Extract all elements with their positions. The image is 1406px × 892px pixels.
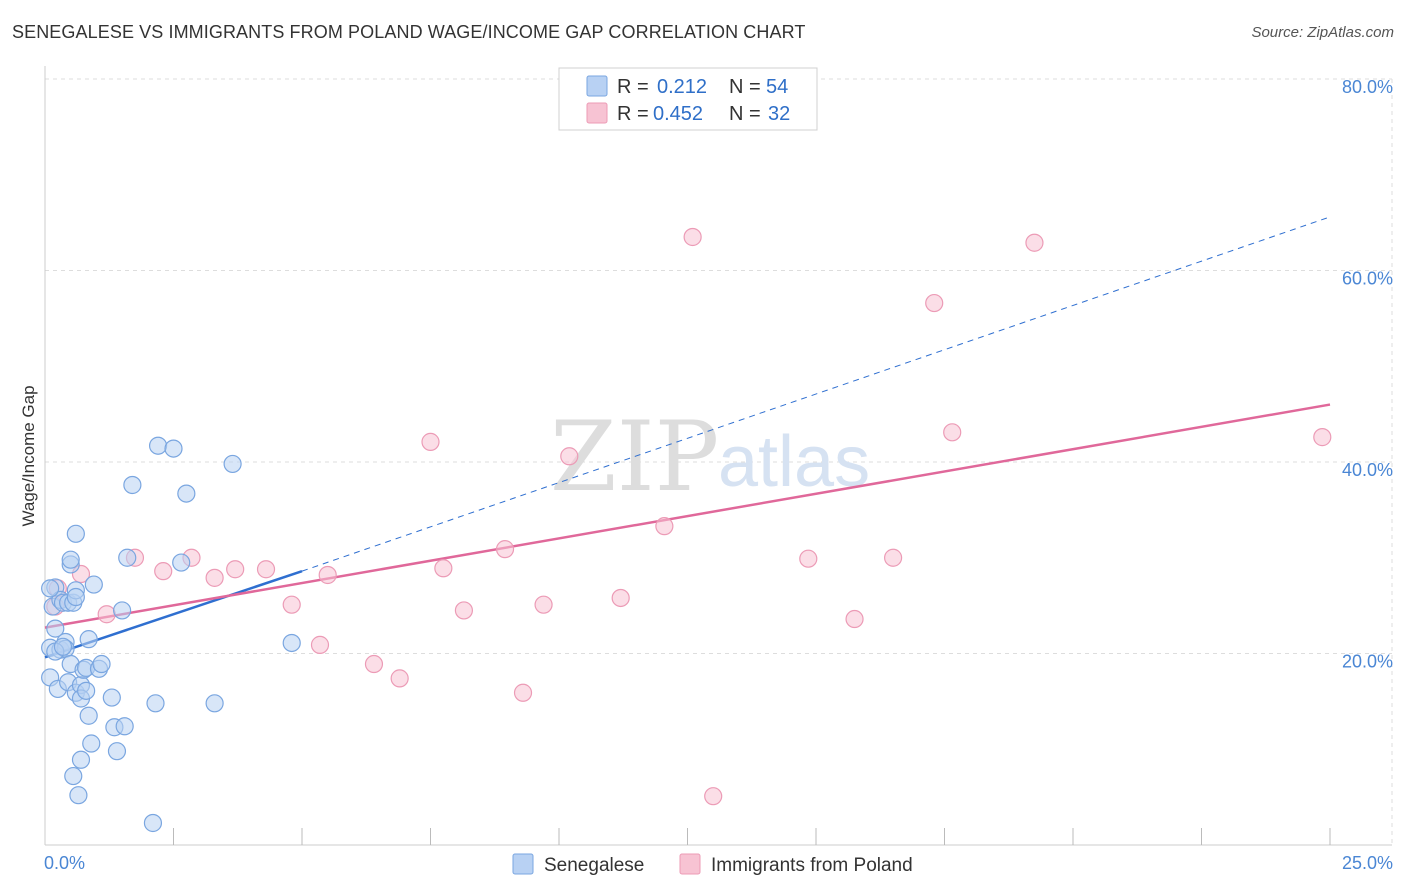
legend-item-poland-swatch [679, 853, 701, 875]
point-poland [454, 601, 474, 620]
y-axis-label: Wage/Income Gap [19, 385, 38, 526]
legend-n-label: N = [729, 103, 761, 125]
legend-swatch-poland [586, 102, 608, 124]
point-senegalese [115, 717, 134, 736]
point-poland [534, 595, 553, 614]
point-poland [943, 423, 962, 442]
y-tick-label: 20.0% [1342, 652, 1393, 672]
point-poland [154, 562, 173, 581]
y-tick-label: 60.0% [1342, 269, 1393, 289]
point-senegalese [66, 524, 85, 543]
point-poland [845, 609, 864, 629]
trend-line-poland [44, 403, 1331, 629]
legend-r-value: 0.452 [653, 103, 703, 125]
point-senegalese [146, 694, 165, 713]
point-senegalese [79, 630, 98, 649]
axes [44, 66, 1392, 846]
point-senegalese [177, 484, 196, 503]
point-senegalese [164, 439, 183, 458]
point-poland [925, 293, 944, 313]
legend-n-label: N = [729, 76, 761, 98]
point-senegalese [66, 587, 85, 607]
x-tick-label-min: 0.0% [44, 853, 85, 873]
point-poland [390, 669, 409, 688]
x-tick-label-max: 25.0% [1342, 853, 1393, 873]
point-senegalese [102, 688, 121, 707]
point-poland [1313, 428, 1332, 447]
legend-item-senegalese-swatch [512, 853, 534, 875]
point-senegalese [143, 813, 163, 833]
point-poland [655, 517, 674, 536]
point-senegalese [282, 633, 301, 653]
point-poland [704, 787, 723, 806]
point-poland [883, 548, 903, 567]
watermark-atlas: atlas [718, 422, 870, 502]
data-points [41, 227, 1332, 833]
point-poland [513, 683, 533, 702]
point-poland [226, 560, 245, 579]
point-poland [683, 227, 702, 247]
legend-n-value: 32 [768, 103, 790, 125]
point-poland [282, 595, 301, 614]
point-senegalese [112, 601, 132, 620]
legend-r-value: 0.212 [657, 76, 707, 98]
point-senegalese [77, 681, 96, 700]
point-poland [205, 568, 224, 587]
legend-r-label: R = [617, 76, 649, 98]
point-senegalese [92, 654, 111, 674]
y-tick-label: 80.0% [1342, 77, 1393, 97]
point-poland [310, 635, 330, 654]
point-poland [421, 432, 440, 451]
series-legend: Senegalese Immigrants from Poland [512, 853, 913, 876]
chart-title: SENEGALESE VS IMMIGRANTS FROM POLAND WAG… [12, 22, 806, 42]
point-senegalese [41, 579, 60, 598]
point-senegalese [46, 619, 65, 638]
point-poland [560, 447, 579, 466]
point-poland [611, 588, 630, 608]
point-poland [434, 559, 453, 578]
point-senegalese [69, 786, 88, 805]
point-senegalese [79, 706, 98, 725]
stats-legend: R = 0.212 N = 54 R = 0.452 N = 32 [558, 67, 818, 131]
point-senegalese [123, 475, 142, 495]
trend-line-senegalese-extrapolated [301, 216, 1331, 572]
point-poland [495, 540, 515, 559]
watermark: ZIP atlas [550, 401, 870, 513]
legend-r-label: R = [617, 103, 649, 125]
point-poland [799, 549, 818, 568]
x-tick-labels: 0.0% 25.0% [44, 853, 1393, 873]
legend-item-poland: Immigrants from Poland [711, 855, 913, 876]
point-poland [318, 565, 337, 585]
legend-n-value: 54 [766, 76, 788, 98]
y-tick-labels: 20.0% 40.0% 60.0% 80.0% [1342, 77, 1393, 672]
point-senegalese [84, 575, 103, 594]
point-senegalese [64, 766, 83, 786]
point-senegalese [223, 454, 242, 474]
point-poland [256, 560, 276, 579]
legend-swatch-senegalese [586, 75, 608, 97]
y-tick-label: 40.0% [1342, 460, 1393, 480]
point-poland [97, 605, 116, 624]
point-poland [1025, 233, 1044, 252]
source-label: Source: ZipAtlas.com [1251, 24, 1394, 41]
point-senegalese [118, 548, 137, 567]
point-senegalese [71, 750, 91, 769]
point-senegalese [172, 553, 191, 572]
point-senegalese [107, 742, 127, 761]
point-senegalese [148, 436, 168, 455]
point-senegalese [53, 637, 73, 656]
point-senegalese [61, 550, 80, 569]
point-poland [364, 654, 384, 674]
point-senegalese [82, 734, 101, 753]
point-senegalese [205, 694, 224, 713]
legend-item-senegalese: Senegalese [544, 855, 644, 876]
